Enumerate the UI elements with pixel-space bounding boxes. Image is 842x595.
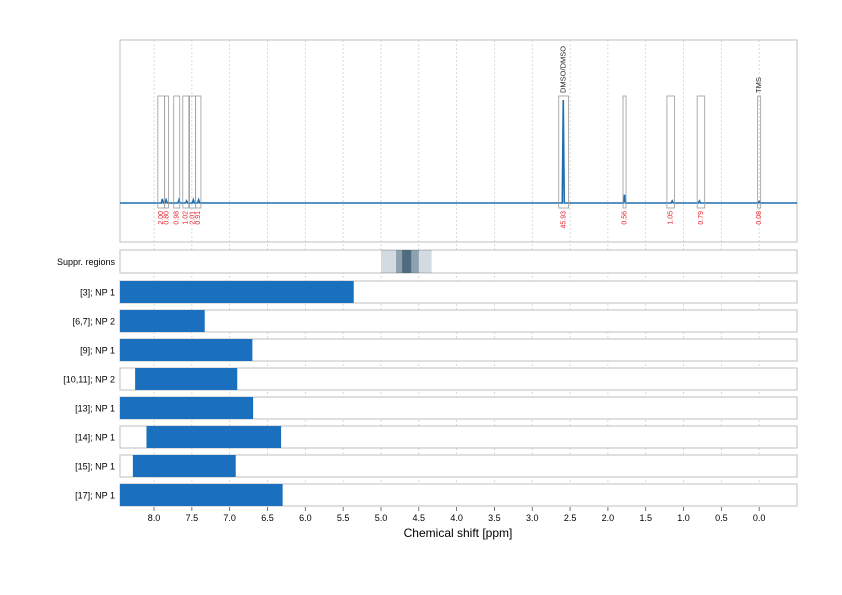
range-bar <box>132 455 236 477</box>
range-bar <box>120 310 205 332</box>
integration-region-box <box>195 95 202 209</box>
integral-label: 0.80 <box>163 211 170 225</box>
integral-label: 1.05 <box>668 211 675 225</box>
integration-region-box <box>182 95 190 209</box>
range-row-label: [3]; NP 1 <box>80 288 115 298</box>
x-tick-label: 2.0 <box>602 513 615 523</box>
range-row-label: [6,7]; NP 2 <box>73 317 115 327</box>
integration-region-box <box>666 95 675 209</box>
range-rows: [3]; NP 1 [6,7]; NP 2 [9]; NP 1 [10,11]; NP… <box>63 280 798 507</box>
suppressed-regions-frame <box>119 249 798 274</box>
range-bar <box>120 397 254 419</box>
integral-label: 2.01 <box>189 211 196 225</box>
range-bar <box>146 426 282 448</box>
integration-region-box <box>622 95 627 209</box>
x-tick-label: 7.0 <box>223 513 236 523</box>
spectrum-panel <box>119 39 798 243</box>
range-bar <box>120 484 283 506</box>
range-row-label: [14]; NP 1 <box>75 433 115 443</box>
spectrum-line <box>120 99 797 204</box>
range-row-label: [13]; NP 1 <box>75 404 115 414</box>
x-tick-label: 7.5 <box>186 513 199 523</box>
x-tick-label: 0.5 <box>715 513 728 523</box>
integration-region-box <box>757 95 762 209</box>
range-row-label: [10,11]; NP 2 <box>63 375 115 385</box>
x-axis-label: Chemical shift [ppm] <box>404 526 513 540</box>
range-row-label: [17]; NP 1 <box>75 491 115 501</box>
integral-label: 0.79 <box>698 211 705 225</box>
x-tick-label: 8.0 <box>148 513 161 523</box>
x-tick-label: 3.5 <box>488 513 501 523</box>
range-bar <box>135 368 238 390</box>
integral-label: 45.93 <box>560 211 567 229</box>
range-bar <box>120 281 354 303</box>
integration-region-box <box>189 95 197 209</box>
range-bar <box>120 339 253 361</box>
range-row-label: [15]; NP 1 <box>75 462 115 472</box>
x-tick-label: 3.0 <box>526 513 539 523</box>
x-tick-label: 5.5 <box>337 513 350 523</box>
suppressed-regions-row: Suppr. regions <box>57 249 798 274</box>
x-tick-label: 2.5 <box>564 513 577 523</box>
suppressed-band <box>402 250 412 273</box>
integral-label: 0.91 <box>195 211 202 225</box>
x-tick-label: 1.0 <box>677 513 690 523</box>
x-tick-label: 1.5 <box>639 513 652 523</box>
range-row-frame <box>119 367 798 391</box>
range-row-frame <box>119 309 798 333</box>
x-axis: 8.0 7.5 7.0 6.5 6.0 5.5 5.0 4.5 4.0 3.5 3.0 2.5 2.0 1… <box>148 507 766 523</box>
integral-label: 0.56 <box>621 211 628 225</box>
x-tick-label: 5.0 <box>375 513 388 523</box>
integration-region-box <box>164 95 169 209</box>
integration-region-box <box>558 95 569 209</box>
range-row-label: [9]; NP 1 <box>80 346 115 356</box>
x-tick-label: 6.5 <box>261 513 274 523</box>
integration-region-box <box>157 95 166 209</box>
integration-region-box <box>173 95 181 209</box>
integral-label: 0.98 <box>174 211 181 225</box>
integral-label: 1.02 <box>183 211 190 225</box>
integral-label: 0.08 <box>756 211 763 225</box>
x-tick-label: 6.0 <box>299 513 312 523</box>
range-row-frame <box>119 454 798 478</box>
peak-annotation: DMSO/DMSO <box>559 46 568 93</box>
suppressed-regions-label: Suppr. regions <box>57 257 116 267</box>
peak-annotation: TMS <box>754 77 763 93</box>
x-tick-label: 0.0 <box>753 513 766 523</box>
integration-region-box <box>696 95 706 209</box>
x-tick-label: 4.5 <box>413 513 426 523</box>
integral-label: 2.00 <box>158 211 165 225</box>
spectrum-layer: 2.000.80 0.98 1.02 2.010.91 45.93 0.56 1.05 0.7… <box>120 46 797 229</box>
x-tick-label: 4.0 <box>450 513 463 523</box>
range-row-frame <box>119 425 798 449</box>
